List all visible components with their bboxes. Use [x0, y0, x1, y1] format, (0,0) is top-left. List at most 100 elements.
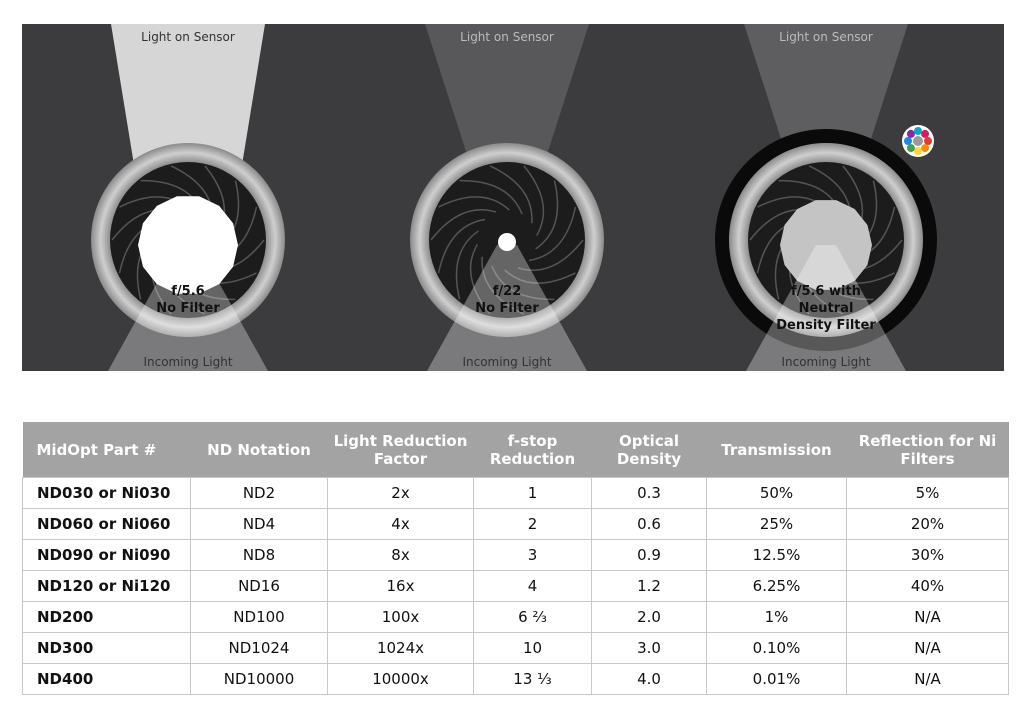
light-beam-top — [744, 24, 908, 170]
table-cell: 6 ⅔ — [473, 601, 592, 633]
aperture-label: f/22 — [493, 284, 522, 299]
table-cell: 4.0 — [591, 663, 707, 695]
light-beam-bottom — [746, 245, 906, 371]
table-cell: ND300 — [22, 632, 191, 664]
aperture-blade — [437, 218, 486, 274]
table-row: ND060 or Ni060 ND4 4x 2 0.6 25% 20% — [22, 508, 1009, 540]
header-cell: ND Notation — [190, 422, 328, 478]
aperture-blade — [469, 244, 491, 315]
table-cell: 0.3 — [591, 477, 707, 509]
color-dot — [914, 147, 922, 155]
table-cell: 25% — [706, 508, 847, 540]
color-dot — [921, 144, 930, 153]
table-cell: N/A — [846, 663, 1009, 695]
table-cell: 3.0 — [591, 632, 707, 664]
header-row: MidOpt Part # ND Notation Light Reduction … — [22, 422, 1009, 478]
table-row: ND120 or Ni120 ND16 16x 4 1.2 6.25% 40% — [22, 570, 1009, 602]
table-cell: 2.0 — [591, 601, 707, 633]
color-dot — [906, 129, 915, 138]
aperture-label: No Filter — [156, 301, 220, 316]
table-row: ND400 ND10000 10000x 13 ⅓ 4.0 0.01% N/A — [22, 663, 1009, 695]
table-cell: ND030 or Ni030 — [22, 477, 191, 509]
table-cell: 16x — [327, 570, 474, 602]
illustration: Light on Sensor Incoming Light f/5.6 No Fil… — [22, 24, 1004, 371]
table-cell: N/A — [846, 632, 1009, 664]
header-cell: Transmission — [706, 422, 847, 478]
table-cell: 1 — [473, 477, 592, 509]
color-dot — [921, 129, 930, 138]
table-cell: N/A — [846, 601, 1009, 633]
top-label: Light on Sensor — [141, 30, 235, 44]
table-row: ND300 ND1024 1024x 10 3.0 0.10% N/A — [22, 632, 1009, 664]
header-cell: Optical Density — [591, 422, 707, 478]
aperture-blade — [523, 165, 545, 236]
aperture-opening — [498, 233, 516, 251]
header-cell: MidOpt Part # — [22, 422, 191, 478]
table-cell: ND200 — [22, 601, 191, 633]
aperture-label: f/5.6 — [171, 284, 204, 299]
bottom-label: Incoming Light — [462, 355, 551, 369]
table-cell: 4 — [473, 570, 592, 602]
table-cell: ND2 — [190, 477, 328, 509]
table-cell: 40% — [846, 570, 1009, 602]
bottom-label: Incoming Light — [143, 355, 232, 369]
light-beam-top — [425, 24, 589, 170]
table-cell: ND4 — [190, 508, 328, 540]
table-cell: ND10000 — [190, 663, 328, 695]
table-row: ND030 or Ni030 ND2 2x 1 0.3 50% 5% — [22, 477, 1009, 509]
aperture-blade — [491, 265, 555, 301]
aperture-blade — [430, 208, 497, 241]
table-cell: 4x — [327, 508, 474, 540]
aperture-blade — [438, 196, 510, 211]
color-dot — [924, 137, 932, 145]
table-cell: 0.9 — [591, 539, 707, 571]
table-cell: ND400 — [22, 663, 191, 695]
nd-filter-ring — [715, 129, 937, 351]
aperture-blade — [528, 206, 577, 262]
color-dot — [904, 137, 912, 145]
table-cell: ND1024 — [190, 632, 328, 664]
aperture-opening — [780, 200, 872, 290]
bottom-label: Incoming Light — [781, 355, 870, 369]
aperture-blade — [517, 239, 584, 272]
header-cell: f-stop Reduction — [473, 422, 592, 478]
aperture-blade — [489, 165, 533, 224]
top-label: Light on Sensor — [460, 30, 554, 44]
color-dot — [914, 127, 922, 135]
table-cell: 2x — [327, 477, 474, 509]
table-row: ND090 or Ni090 ND8 8x 3 0.9 12.5% 30% — [22, 539, 1009, 571]
table-cell: ND8 — [190, 539, 328, 571]
table-cell: 30% — [846, 539, 1009, 571]
table-cell: 1.2 — [591, 570, 707, 602]
table-cell: 100x — [327, 601, 474, 633]
table-cell: ND090 or Ni090 — [22, 539, 191, 571]
table-cell: 10000x — [327, 663, 474, 695]
table-cell: 5% — [846, 477, 1009, 509]
aperture-blade — [535, 180, 559, 250]
aperture-blade — [455, 230, 479, 300]
aperture-blade — [504, 269, 576, 284]
table-cell: 8x — [327, 539, 474, 571]
nd-table: MidOpt Part # ND Notation Light Reduction … — [22, 422, 1009, 695]
table-cell: 0.6 — [591, 508, 707, 540]
table-cell: 20% — [846, 508, 1009, 540]
table-cell: 0.01% — [706, 663, 847, 695]
table-cell: 2 — [473, 508, 592, 540]
color-dot — [906, 144, 915, 153]
table-row: ND200 ND100 100x 6 ⅔ 2.0 1% N/A — [22, 601, 1009, 633]
table-cell: 0.10% — [706, 632, 847, 664]
table-cell: 13 ⅓ — [473, 663, 592, 695]
aperture-label: No Filter — [475, 301, 539, 316]
color-dot — [913, 136, 923, 146]
table-cell: ND060 or Ni060 — [22, 508, 191, 540]
table-cell: 6.25% — [706, 570, 847, 602]
light-beam-bottom — [427, 245, 587, 371]
table-cell: 10 — [473, 632, 592, 664]
header-cell: Light Reduction Factor — [327, 422, 474, 478]
table-cell: 1024x — [327, 632, 474, 664]
table-cell: 1% — [706, 601, 847, 633]
aperture-blade — [459, 179, 523, 215]
top-label: Light on Sensor — [779, 30, 873, 44]
header-cell: Reflection for Ni Filters — [846, 422, 1009, 478]
